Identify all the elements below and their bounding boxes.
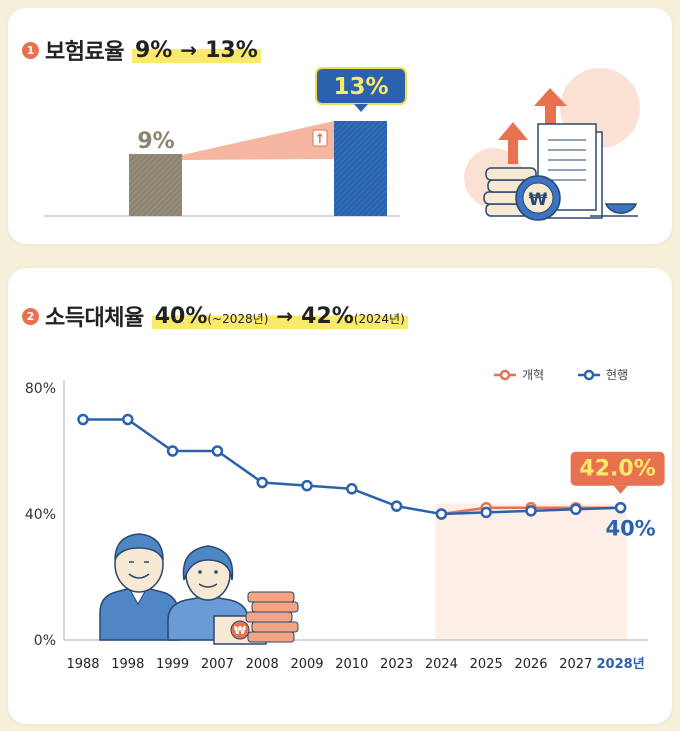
series-line-현행: [83, 418, 621, 516]
data-point: [77, 413, 89, 426]
reform-end-callout: [570, 451, 665, 486]
up-arrow-icon: ↑: [315, 132, 326, 147]
data-point: [480, 506, 492, 519]
replacement-rate-card: 2 소득대체율 40%(~2028년) → 42%(2024년) 80% 40% 0% 1…: [8, 268, 672, 724]
reform-end-label: 42.0%: [579, 457, 655, 482]
replacement-rate-to-note: (2024년): [353, 311, 405, 326]
premium-rate-label: 보험료율: [45, 40, 124, 65]
y-tick-label: 40%: [25, 507, 56, 523]
replacement-rate-change: 40%(~2028년) → 42%(2024년): [151, 303, 408, 329]
data-point: [301, 479, 313, 492]
section-number-badge: 2: [22, 307, 39, 325]
data-point: [346, 483, 358, 495]
x-tick-label: 2023: [380, 657, 413, 672]
data-point: [211, 445, 224, 457]
legend-label: 개혁: [522, 368, 544, 382]
replacement-rate-from-note: (~2028년): [207, 311, 269, 326]
x-tick-label: 1988: [66, 657, 99, 672]
x-tick-label: 2028년: [597, 657, 645, 672]
x-tick-label: 2008: [246, 657, 279, 672]
x-tick-label: 1998: [111, 657, 144, 672]
legend-label: 현행: [606, 367, 628, 382]
replacement-rate-label: 소득대체율: [45, 306, 144, 331]
premium-rate-change: 9% → 13%: [131, 37, 261, 63]
won-bill-icon: ₩: [234, 624, 246, 637]
new-rate-bar: [334, 121, 387, 216]
x-tick-label: 2009: [290, 657, 323, 672]
premium-rate-title: 1 보험료율 9% → 13%: [22, 34, 261, 66]
x-tick-label: 2027: [559, 657, 592, 672]
data-point: [390, 500, 403, 512]
won-coin-icon: ₩: [529, 190, 548, 210]
data-point: [122, 413, 134, 426]
data-point: [570, 503, 582, 516]
money-growth-illustration: ₩: [464, 68, 640, 221]
data-point: [166, 445, 179, 457]
increase-band: [182, 121, 334, 160]
data-point: [525, 505, 537, 517]
replacement-rate-chart: 80% 40% 0% 1988 1998 1999 2007 2008 2009 2010 2023…: [25, 367, 665, 672]
reform-period-zone: [435, 503, 627, 640]
data-point: [435, 508, 448, 520]
x-tick-label: 2026: [514, 657, 547, 672]
arrow-right-icon: →: [276, 303, 294, 328]
old-rate-label: 9%: [137, 129, 174, 154]
x-tick-label: 2007: [201, 657, 234, 672]
replacement-rate-to: 42%: [301, 303, 354, 329]
arrow-right-icon: →: [180, 37, 198, 62]
section-number-badge: 1: [22, 41, 39, 59]
premium-rate-from: 9%: [134, 37, 173, 63]
replacement-rate-from: 40%: [154, 303, 208, 329]
new-rate-label: 13%: [333, 74, 388, 100]
current-end-label: 40%: [605, 517, 655, 541]
data-point: [614, 501, 627, 514]
premium-rate-card: 1 보험료율 9% → 13% 9% ↑ 13%: [8, 8, 672, 244]
x-tick-label: 2025: [470, 657, 503, 672]
replacement-rate-title: 2 소득대체율 40%(~2028년) → 42%(2024년): [22, 300, 408, 332]
premium-rate-illustration: 9% ↑ 13%: [44, 67, 640, 221]
old-rate-bar: [129, 154, 182, 216]
x-tick-label: 1999: [156, 657, 189, 672]
premium-rate-to: 13%: [205, 37, 258, 63]
data-point: [256, 476, 268, 489]
y-tick-label: 80%: [25, 381, 56, 397]
x-tick-label: 2024: [425, 657, 458, 672]
elderly-couple-illustration: ₩: [99, 533, 299, 645]
y-tick-label: 0%: [34, 633, 56, 649]
x-tick-label: 2010: [335, 657, 368, 672]
